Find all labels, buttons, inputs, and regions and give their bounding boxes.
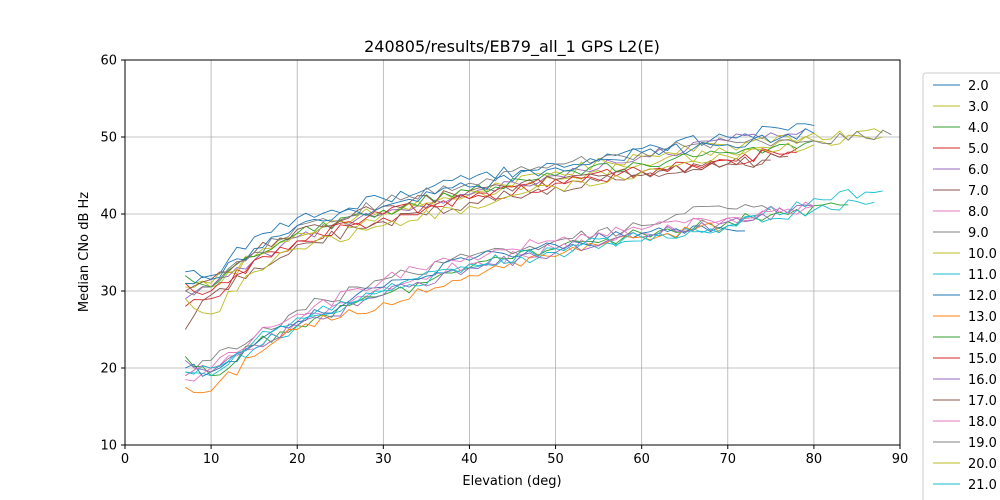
legend-label: 13.0 bbox=[968, 310, 997, 325]
legend-label: 16.0 bbox=[968, 373, 997, 388]
y-ticks: 10 20 30 40 50 60 bbox=[100, 54, 125, 454]
series-line-7.0 bbox=[184, 153, 789, 330]
x-tick-label: 30 bbox=[375, 452, 392, 467]
legend-label: 7.0 bbox=[968, 184, 989, 199]
legend-label: 3.0 bbox=[968, 100, 989, 115]
legend-label: 19.0 bbox=[968, 436, 997, 451]
legend-label: 17.0 bbox=[968, 394, 997, 409]
x-tick-label: 10 bbox=[203, 452, 220, 467]
series-line-20.0 bbox=[184, 142, 815, 315]
y-axis-label: Median CNo dB Hz bbox=[77, 192, 92, 312]
series-line-19.0 bbox=[185, 129, 892, 296]
y-tick-label: 20 bbox=[100, 362, 117, 377]
legend: 2.0 3.0 4.0 5.0 6.0 7.0 8.0 9.0 10.0 11.0 12.0 13.0… bbox=[922, 72, 1000, 500]
y-tick-label: 60 bbox=[100, 54, 117, 69]
x-tick-label: 80 bbox=[806, 452, 823, 467]
x-tick-label: 90 bbox=[892, 452, 909, 467]
series-line-22.0 bbox=[185, 128, 815, 285]
series-layer bbox=[184, 123, 892, 394]
legend-label: 12.0 bbox=[968, 289, 997, 304]
y-tick-label: 40 bbox=[100, 208, 117, 223]
x-tick-label: 70 bbox=[720, 452, 737, 467]
legend-label: 10.0 bbox=[968, 247, 997, 262]
x-axis-label: Elevation (deg) bbox=[462, 474, 561, 489]
legend-label: 4.0 bbox=[968, 121, 989, 136]
series-line-11.0 bbox=[185, 189, 883, 377]
x-tick-label: 0 bbox=[121, 452, 129, 467]
legend-label: 5.0 bbox=[968, 142, 989, 157]
legend-label: 21.0 bbox=[968, 478, 997, 493]
chart-title: 240805/results/EB79_all_1 GPS L2(E) bbox=[364, 37, 660, 57]
x-tick-label: 20 bbox=[289, 452, 306, 467]
y-tick-label: 30 bbox=[100, 285, 117, 300]
series-line-15.0 bbox=[184, 148, 797, 295]
legend-label: 6.0 bbox=[968, 163, 989, 178]
legend-label: 11.0 bbox=[968, 268, 997, 283]
legend-label: 2.0 bbox=[968, 79, 989, 94]
plot-frame bbox=[124, 59, 901, 446]
x-tick-label: 50 bbox=[547, 452, 564, 467]
legend-label: 18.0 bbox=[968, 415, 997, 430]
legend-label: 15.0 bbox=[968, 352, 997, 367]
legend-frame bbox=[922, 72, 1000, 500]
x-tick-label: 40 bbox=[461, 452, 478, 467]
y-tick-label: 50 bbox=[100, 131, 117, 146]
legend-label: 20.0 bbox=[968, 457, 997, 472]
series-line-13.0 bbox=[185, 222, 729, 394]
x-tick-label: 60 bbox=[633, 452, 650, 467]
y-tick-label: 10 bbox=[100, 439, 117, 454]
x-ticks: 0 10 20 30 40 50 60 70 80 90 bbox=[121, 445, 908, 467]
series-line-18.0 bbox=[185, 205, 814, 377]
legend-label: 14.0 bbox=[968, 331, 997, 346]
legend-label: 9.0 bbox=[968, 226, 989, 241]
series-line-21.0 bbox=[185, 199, 875, 375]
series-line-10.0 bbox=[185, 128, 884, 288]
legend-label: 8.0 bbox=[968, 205, 989, 220]
